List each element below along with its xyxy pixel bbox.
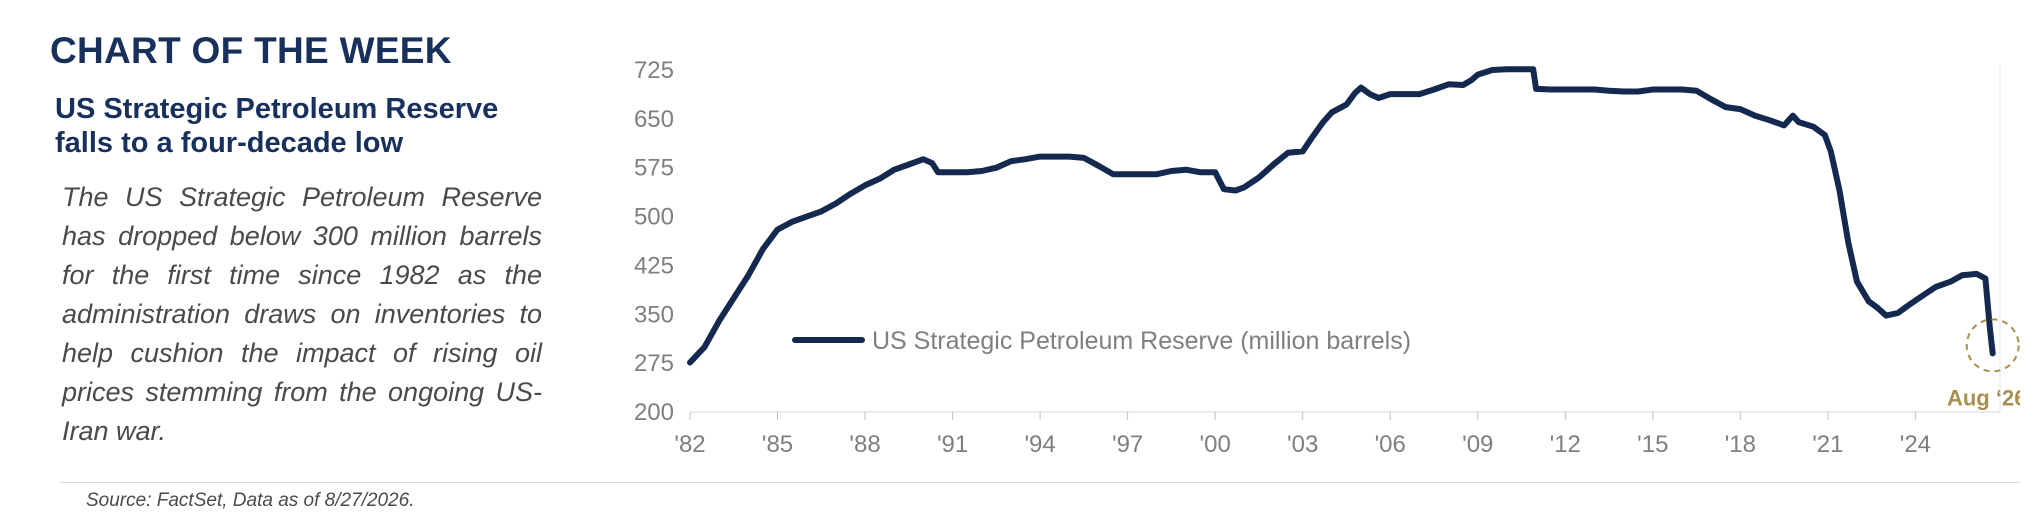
- y-tick-label: 725: [634, 57, 674, 84]
- x-tick-label: '12: [1550, 431, 1581, 458]
- x-tick-label: '91: [937, 431, 968, 458]
- callout-circle: [1965, 318, 2020, 373]
- legend-label: US Strategic Petroleum Reserve (million …: [872, 327, 1411, 355]
- source-note: Source: FactSet, Data as of 8/27/2026.: [86, 490, 415, 511]
- x-tick-label: '00: [1200, 431, 1231, 458]
- y-tick-label: 500: [634, 204, 674, 231]
- chart-headline: US Strategic Petroleum Reserve falls to …: [55, 93, 499, 159]
- spr-line-chart: 200 275 350 425 500 575 650 725 '82 '85 '88 '91 '94 '…: [634, 57, 2020, 458]
- section-kicker: CHART OF THE WEEK: [50, 30, 452, 71]
- x-tick-label: '18: [1725, 431, 1756, 458]
- x-tick-label: '85: [762, 431, 793, 458]
- x-tick-label: '82: [674, 431, 705, 458]
- x-tick-label: '09: [1462, 431, 1493, 458]
- y-tick-label: 650: [634, 106, 674, 133]
- callout-label: Aug ‘26: [1947, 385, 2020, 410]
- x-tick-label: '15: [1637, 431, 1668, 458]
- x-tick-label: '06: [1375, 431, 1406, 458]
- x-tick-label: '24: [1900, 431, 1931, 458]
- y-tick-label: 350: [634, 301, 674, 328]
- y-tick-label: 275: [634, 350, 674, 377]
- footer-divider: [60, 482, 2020, 483]
- chart-description: The US Strategic Petroleum Reserve has d…: [62, 182, 542, 446]
- x-tick-label: '88: [849, 431, 880, 458]
- x-tick-label: '97: [1112, 431, 1143, 458]
- x-tick-label: '94: [1024, 431, 1055, 458]
- y-tick-label: 575: [634, 155, 674, 182]
- x-tick-label: '03: [1287, 431, 1318, 458]
- y-tick-label: 200: [634, 399, 674, 426]
- y-tick-label: 425: [634, 252, 674, 279]
- x-tick-label: '21: [1812, 431, 1843, 458]
- series-line: [687, 66, 1996, 366]
